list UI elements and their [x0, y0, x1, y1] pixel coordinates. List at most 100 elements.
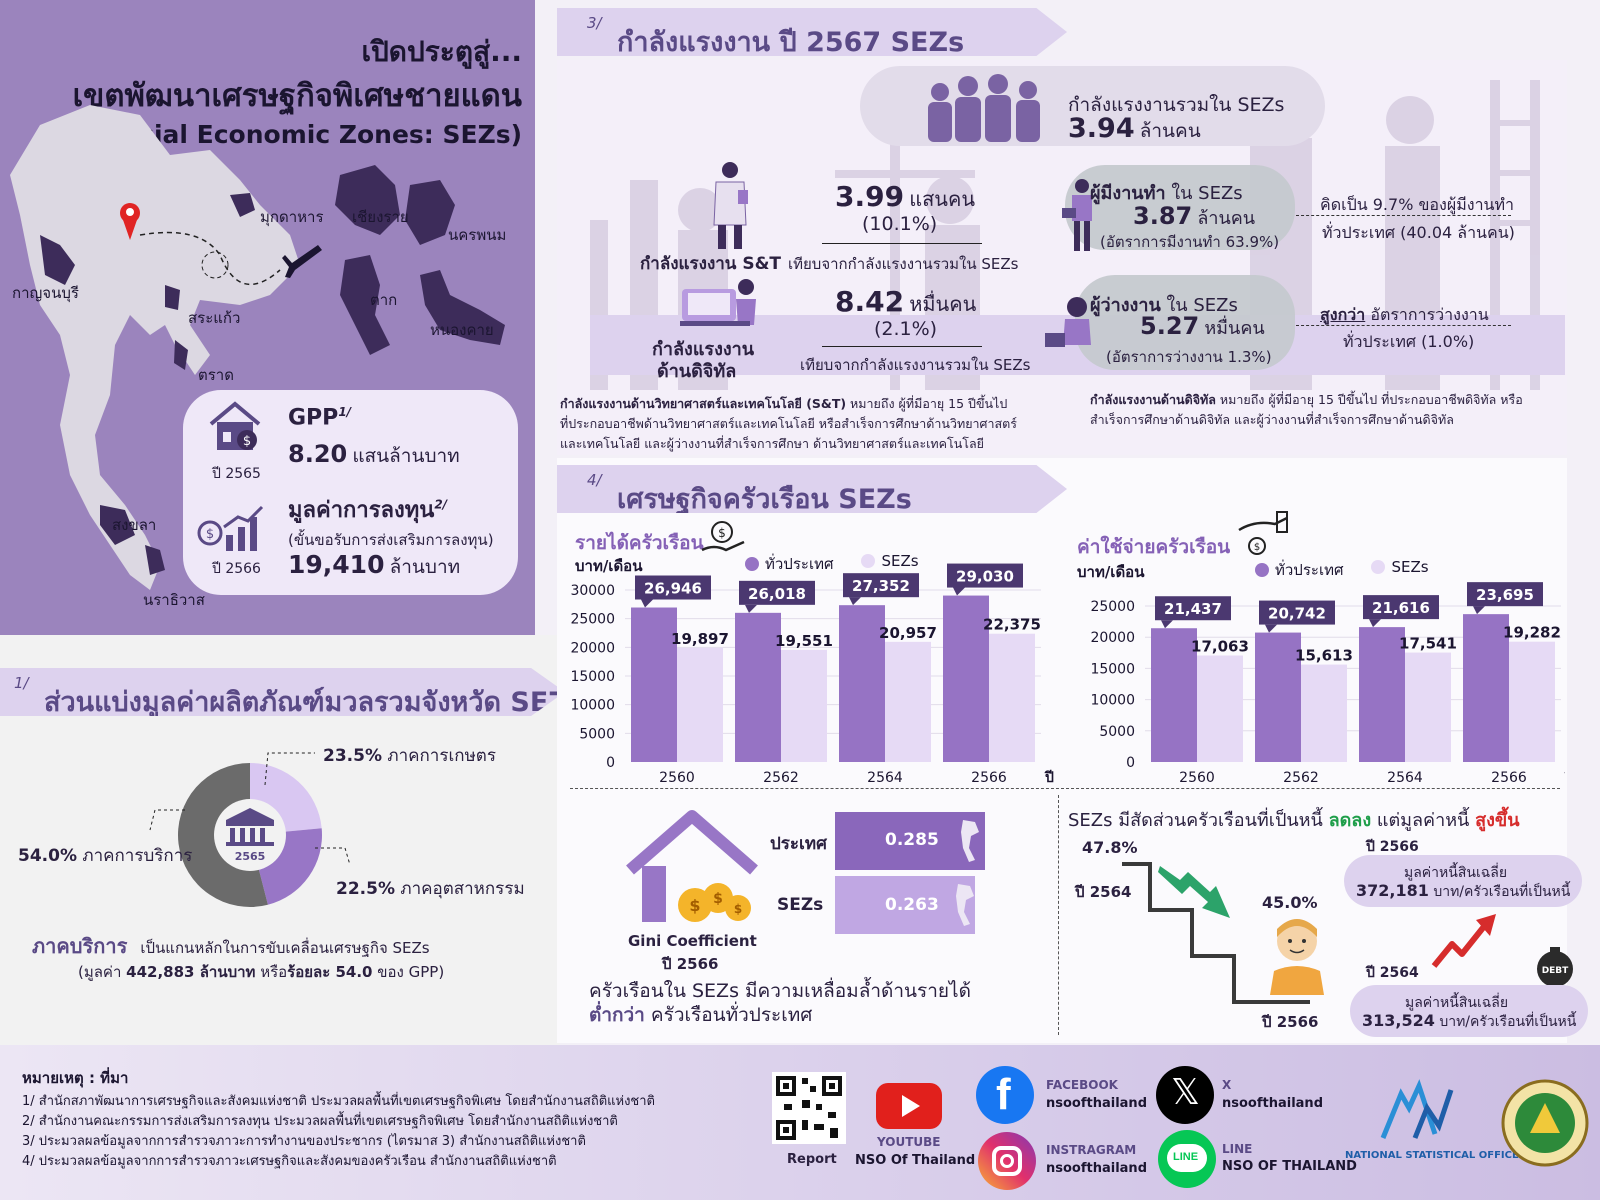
facebook-handle[interactable]: nsoofthailand	[1046, 1096, 1147, 1111]
svg-text:DEBT: DEBT	[1542, 966, 1569, 976]
thailand-map	[10, 105, 505, 590]
footer-note-3: 3/ ประมวลผลข้อมูลจากการสำรวจภาวะการทำงาน…	[22, 1134, 586, 1149]
footer-note-4: 4/ ประมวลผลข้อมูลจากการสำรวจภาวะเศรษฐกิจ…	[22, 1154, 557, 1169]
label-bg-national-2562	[739, 580, 815, 605]
digital-label-1: กำลังแรงงาน	[652, 339, 755, 360]
bar-national-2560	[1151, 628, 1197, 762]
gpp-value: 8.20 แสนล้านบาท	[288, 440, 460, 468]
y-tick-3: 15000	[1090, 661, 1135, 677]
hand-coin-icon: $	[701, 521, 745, 552]
bar-sez-2562	[781, 649, 827, 762]
y-tick-1: 5000	[579, 726, 615, 742]
scientist-icon	[713, 162, 748, 249]
y-tick-4: 20000	[570, 640, 615, 656]
bar-national-2562	[1255, 632, 1301, 762]
stressed-person-icon	[1045, 297, 1091, 347]
rising-arrow-icon	[1431, 914, 1496, 968]
label-bg-national-2560	[1155, 596, 1231, 621]
y-tick-5: 25000	[570, 612, 615, 628]
debt-share-2566: 45.0%	[1262, 893, 1318, 912]
gini-year: ปี 2566	[662, 955, 719, 973]
expense-bars: 0 5000 10000 15000 20000 25000 21,437 17,063 256…	[1090, 582, 1565, 786]
x-tick-2560: 2560	[659, 770, 695, 786]
x-tick-2560: 2560	[1179, 770, 1215, 786]
footer-notes-title: หมายเหตุ : ที่มา	[22, 1069, 129, 1087]
line-handle[interactable]: NSO OF THAILAND	[1222, 1159, 1357, 1174]
label-bg-national-2562	[1259, 600, 1335, 625]
debt-share-2564: 47.8%	[1082, 838, 1138, 857]
nso-label: NATIONAL STATISTICAL OFFICE	[1345, 1150, 1519, 1161]
income-legend: ทั่วประเทศ SEZs	[745, 552, 919, 576]
facebook-icon[interactable]: f	[976, 1066, 1034, 1124]
facebook-label: FACEBOOK	[1046, 1078, 1118, 1092]
svg-text:$: $	[206, 527, 214, 542]
unemployed-label: ผู้ว่างงาน ใน SEZs	[1090, 295, 1238, 316]
youtube-label: YOUTUBE	[877, 1135, 941, 1149]
instagram-handle[interactable]: nsoofthailand	[1046, 1161, 1147, 1176]
x-handle[interactable]: nsoofthailand	[1222, 1096, 1323, 1111]
gpp-share-summary-2: (มูลค่า 442,883 ล้านบาท หรือร้อยละ 54.0 …	[78, 963, 445, 981]
gpp-year: ปี 2565	[212, 466, 261, 482]
st-pct: (10.1%)	[862, 213, 938, 235]
map-label-mukdahan: มุกดาหาร	[260, 208, 324, 226]
x-icon[interactable]: 𝕏	[1156, 1066, 1214, 1124]
youtube-icon[interactable]	[876, 1083, 942, 1129]
qr-label: Report	[787, 1152, 837, 1167]
instagram-icon[interactable]	[978, 1132, 1036, 1190]
gini-house-icon: $ $ $	[626, 810, 758, 922]
st-divider	[822, 243, 982, 244]
employed-note-line	[1296, 215, 1511, 216]
youtube-handle[interactable]: NSO Of Thailand	[855, 1153, 976, 1168]
investment-sub: (ขั้นขอรับการส่งเสริมการลงทุน)	[288, 531, 494, 549]
label-pointer-national-2560	[641, 599, 653, 608]
slice-label-industry: 22.5% ภาคอุตสาหกรรม	[336, 879, 525, 899]
unemployed-value: 5.27 หมื่นคน	[1140, 312, 1265, 340]
debt-year-2566-right: ปี 2566	[1366, 839, 1419, 855]
map-label-nakhonphanom: นครพนม	[448, 226, 507, 244]
debt-year-2564-left: ปี 2564	[1075, 883, 1132, 901]
y-tick-2: 10000	[1090, 693, 1135, 709]
x-label: X	[1222, 1078, 1232, 1092]
total-labour-value: 3.94 ล้านคน	[1068, 113, 1201, 144]
qr-code-icon[interactable]	[772, 1072, 846, 1144]
gpp-share-donut: 2565	[178, 763, 322, 907]
debt-2566-pill	[1344, 855, 1582, 907]
employed-value: 3.87 ล้านคน	[1133, 202, 1256, 230]
line-icon[interactable]: LINE	[1158, 1130, 1216, 1188]
svg-text:$: $	[689, 896, 700, 915]
income-legend-national: ทั่วประเทศ	[745, 552, 833, 576]
label-pointer-national-2564	[849, 597, 861, 606]
value-label-sez-2560: 17,063	[1191, 638, 1249, 656]
label-bg-national-2566	[947, 563, 1023, 588]
label-pointer-national-2562	[1265, 624, 1277, 633]
thailand-small-icon-2	[956, 884, 974, 926]
expense-legend-national: ทั่วประเทศ	[1255, 558, 1343, 582]
expense-legend-sez: SEZs	[1371, 558, 1429, 582]
employed-rate: (อัตราการมีงานทำ 63.9%)	[1100, 233, 1280, 251]
footer-note-2: 2/ สำนักงานคณะกรรมการส่งเสริมการลงทุน ปร…	[22, 1114, 618, 1129]
value-label-national-2562: 20,742	[1268, 605, 1326, 623]
debt-staircase	[1122, 862, 1310, 1004]
y-tick-0: 0	[1126, 755, 1135, 771]
gini-title: Gini Coefficient	[628, 932, 757, 950]
total-labour-label: กำลังแรงงานรวมใน SEZs	[1068, 94, 1285, 116]
gpp-share-banner: ส่วนแบ่งมูลค่าผลิตภัณฑ์มวลรวมจังหวัด SEZ…	[0, 668, 565, 716]
debt-2566-value: 372,181 บาท/ครัวเรือนที่เป็นหนี้	[1356, 881, 1571, 900]
svg-text:$: $	[734, 902, 742, 916]
bar-national-2564	[1359, 627, 1405, 762]
svg-text:$: $	[243, 434, 251, 449]
slice-label-agri: 23.5% ภาคการเกษตร	[323, 746, 496, 766]
debt-year-2564-right: ปี 2564	[1366, 965, 1419, 981]
x-tick-2566: 2566	[1491, 770, 1527, 786]
digital-value: 8.42 หมื่นคน	[835, 285, 977, 318]
value-label-national-2566: 29,030	[956, 568, 1014, 586]
value-label-sez-2562: 15,613	[1295, 647, 1353, 665]
value-label-national-2566: 23,695	[1476, 586, 1534, 604]
unemployed-note-2: ทั่วประเทศ (1.0%)	[1343, 332, 1475, 351]
bar-national-2562	[735, 612, 781, 762]
label-bg-national-2564	[843, 573, 919, 598]
y-tick-0: 0	[606, 755, 615, 771]
income-legend-sez: SEZs	[861, 552, 919, 576]
employed-label: ผู้มีงานทำ ใน SEZs	[1090, 183, 1243, 204]
gini-sez-value: 0.263	[885, 895, 939, 915]
